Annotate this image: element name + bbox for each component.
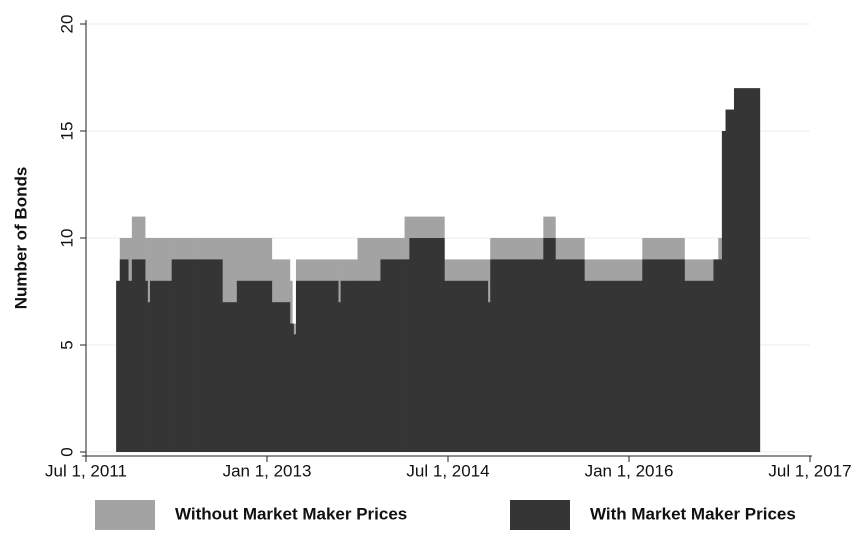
step-area-segment [642,259,685,452]
step-area-segment [293,334,297,452]
step-area-segment [444,280,489,452]
step-area-segment [222,302,238,452]
step-area-segment [404,259,410,452]
x-tick-label: Jul 1, 2014 [406,461,489,480]
step-area-segment [131,259,146,452]
y-tick-label: 0 [57,447,76,456]
step-area-segment [145,280,148,452]
legend-label: Without Market Maker Prices [175,504,407,523]
legend-label: With Market Maker Prices [590,504,796,523]
y-tick-label: 10 [57,229,76,248]
step-area-segment [147,302,151,452]
step-area-segment [487,302,491,452]
y-tick-label: 20 [57,15,76,34]
step-area-segment [380,259,405,452]
step-area-segment [684,280,714,452]
step-area-segment [289,323,293,452]
x-tick-label: Jul 1, 2017 [768,461,851,480]
step-area-segment [119,259,129,452]
step-area-segment [490,259,544,452]
step-area-segment [713,259,719,452]
step-area-segment [357,280,381,452]
y-tick-label: 15 [57,122,76,141]
step-area-segment [149,280,172,452]
step-area-segment [338,302,341,452]
x-tick-label: Jul 1, 2011 [45,461,127,480]
step-area-segment [236,280,273,452]
legend-swatch [95,500,155,530]
x-tick-label: Jan 1, 2016 [585,461,674,480]
step-area-segment [292,323,294,452]
step-area-segment [718,259,723,452]
step-area-segment [543,238,556,452]
step-area-segment [295,280,339,452]
x-tick-label: Jan 1, 2013 [223,461,312,480]
step-area-segment [759,88,761,452]
step-area-segment [271,302,291,452]
step-area-segment [733,88,760,452]
y-tick-label: 5 [57,340,76,349]
step-area-segment [194,259,223,452]
step-area-segment [116,280,121,452]
step-area-segment [340,280,358,452]
step-area-segment [721,131,726,452]
step-area-segment [171,259,195,452]
step-area-segment [725,109,735,452]
legend-swatch [510,500,570,530]
y-axis-title: Number of Bonds [11,167,30,310]
step-area-segment [128,280,133,452]
step-area-segment [555,259,585,452]
step-area-segment [584,280,643,452]
step-area-segment [409,238,445,452]
